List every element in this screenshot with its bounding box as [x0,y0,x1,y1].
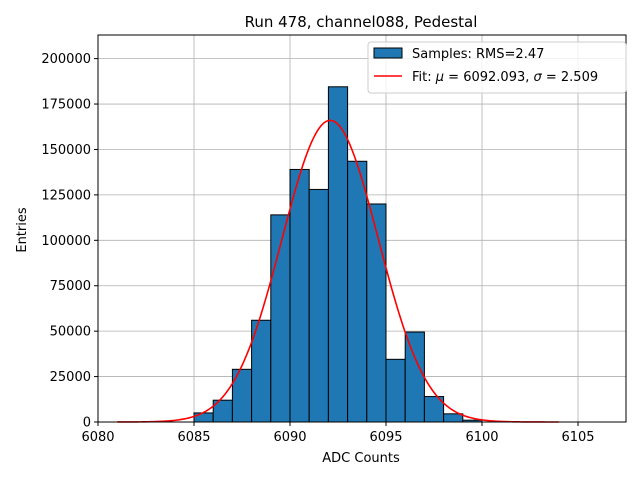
legend-samples-label: Samples: RMS=2.47 [412,47,544,62]
histogram-bars [193,86,483,423]
axes [97,34,627,423]
histogram-bar [443,413,464,423]
legend-fit-label: Fit: μ = 6092.093, σ = 2.509 [412,70,598,85]
y-tick-label: 125000 [41,188,91,203]
legend-box [367,41,627,94]
histogram-bar [193,412,214,423]
histogram-bar [366,203,387,423]
y-tick-label: 150000 [41,143,91,158]
y-tick-label: 0 [83,416,91,431]
x-tick-label: 6100 [465,430,498,445]
y-axis-ticks: 0 25000 50000 75000 100000 125000 150000 175000… [41,52,98,431]
chart-title: Run 478, channel088, Pedestal [245,13,478,31]
grid [97,35,626,423]
fit-curve [117,119,559,423]
y-tick-label: 50000 [50,325,91,340]
x-axis-ticks: 6080 6085 6090 6095 6100 6105 [81,422,595,445]
x-tick-label: 6085 [177,430,210,445]
x-tick-label: 6080 [81,430,114,445]
histogram-bar [404,331,425,423]
histogram-bar [385,358,406,423]
fit-curve-layer [117,119,559,423]
y-tick-label: 200000 [41,52,91,67]
histogram-bar [289,168,310,423]
histogram-bar [327,86,349,423]
x-axis-label: ADC Counts [322,451,400,466]
y-axis-label: Entries [15,207,30,253]
legend: Samples: RMS=2.47 Fit: μ = 6092.093, σ =… [367,41,627,94]
legend-samples-swatch [373,47,403,59]
plot-frame [97,34,627,423]
y-tick-label: 25000 [50,370,91,385]
x-tick-label: 6105 [561,430,594,445]
y-tick-label: 175000 [41,98,91,113]
histogram-bar [347,160,368,423]
histogram-bar [308,188,329,423]
x-tick-label: 6095 [369,430,402,445]
y-tick-label: 100000 [41,234,91,249]
y-tick-label: 75000 [50,279,91,294]
x-tick-label: 6090 [273,430,306,445]
